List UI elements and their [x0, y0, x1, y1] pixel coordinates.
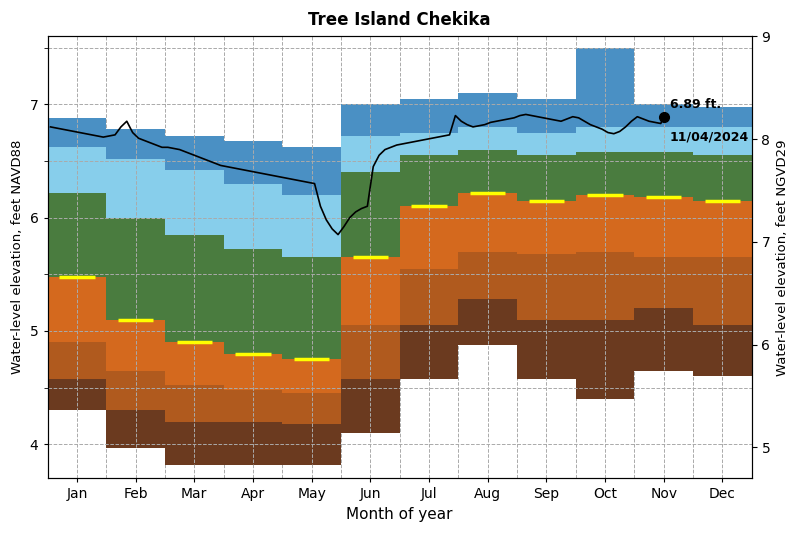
- Bar: [282, 359, 341, 393]
- Bar: [165, 385, 224, 422]
- Bar: [517, 155, 576, 200]
- Bar: [576, 47, 634, 127]
- Bar: [341, 136, 400, 172]
- Bar: [458, 252, 517, 299]
- Bar: [47, 118, 106, 147]
- Bar: [517, 200, 576, 254]
- Bar: [458, 127, 517, 150]
- Bar: [400, 99, 458, 133]
- Bar: [47, 277, 106, 342]
- Title: Tree Island Chekika: Tree Island Chekika: [309, 11, 491, 29]
- Bar: [400, 269, 458, 325]
- Text: 6.89 ft.: 6.89 ft.: [670, 98, 721, 111]
- Bar: [165, 170, 224, 235]
- Bar: [165, 136, 224, 170]
- Bar: [224, 422, 282, 465]
- Bar: [165, 422, 224, 465]
- Bar: [576, 252, 634, 320]
- Bar: [693, 325, 752, 376]
- Bar: [282, 393, 341, 424]
- Bar: [634, 257, 693, 308]
- Bar: [341, 257, 400, 325]
- Bar: [282, 424, 341, 465]
- Bar: [282, 257, 341, 359]
- Bar: [576, 127, 634, 152]
- Bar: [341, 378, 400, 433]
- Bar: [693, 200, 752, 257]
- Bar: [224, 141, 282, 183]
- Bar: [282, 147, 341, 195]
- Bar: [576, 152, 634, 195]
- Bar: [693, 257, 752, 325]
- Bar: [400, 325, 458, 378]
- X-axis label: Month of year: Month of year: [346, 507, 453, 522]
- Y-axis label: Water-level elevation, feet NGVD29: Water-level elevation, feet NGVD29: [776, 139, 789, 376]
- Bar: [693, 127, 752, 155]
- Bar: [458, 93, 517, 127]
- Bar: [106, 370, 165, 410]
- Bar: [458, 192, 517, 252]
- Text: 11/04/2024: 11/04/2024: [670, 130, 749, 143]
- Bar: [576, 195, 634, 252]
- Bar: [224, 249, 282, 353]
- Bar: [282, 195, 341, 257]
- Bar: [341, 172, 400, 257]
- Bar: [634, 308, 693, 370]
- Bar: [47, 147, 106, 192]
- Bar: [634, 152, 693, 197]
- Bar: [224, 353, 282, 390]
- Bar: [634, 197, 693, 257]
- Bar: [106, 129, 165, 159]
- Bar: [458, 150, 517, 192]
- Bar: [634, 127, 693, 152]
- Bar: [517, 320, 576, 378]
- Bar: [224, 183, 282, 249]
- Bar: [341, 104, 400, 136]
- Bar: [47, 378, 106, 410]
- Bar: [224, 390, 282, 422]
- Bar: [106, 217, 165, 320]
- Bar: [47, 192, 106, 277]
- Bar: [693, 107, 752, 127]
- Bar: [693, 155, 752, 200]
- Bar: [517, 99, 576, 133]
- Y-axis label: Water-level elevation, feet NAVD88: Water-level elevation, feet NAVD88: [11, 140, 24, 375]
- Bar: [458, 299, 517, 344]
- Bar: [400, 206, 458, 269]
- Bar: [106, 320, 165, 370]
- Bar: [106, 159, 165, 217]
- Bar: [106, 410, 165, 448]
- Bar: [517, 254, 576, 320]
- Bar: [341, 325, 400, 378]
- Bar: [400, 155, 458, 206]
- Bar: [517, 133, 576, 155]
- Bar: [634, 104, 693, 127]
- Bar: [576, 320, 634, 399]
- Bar: [47, 342, 106, 378]
- Bar: [400, 133, 458, 155]
- Bar: [165, 342, 224, 385]
- Bar: [165, 235, 224, 342]
